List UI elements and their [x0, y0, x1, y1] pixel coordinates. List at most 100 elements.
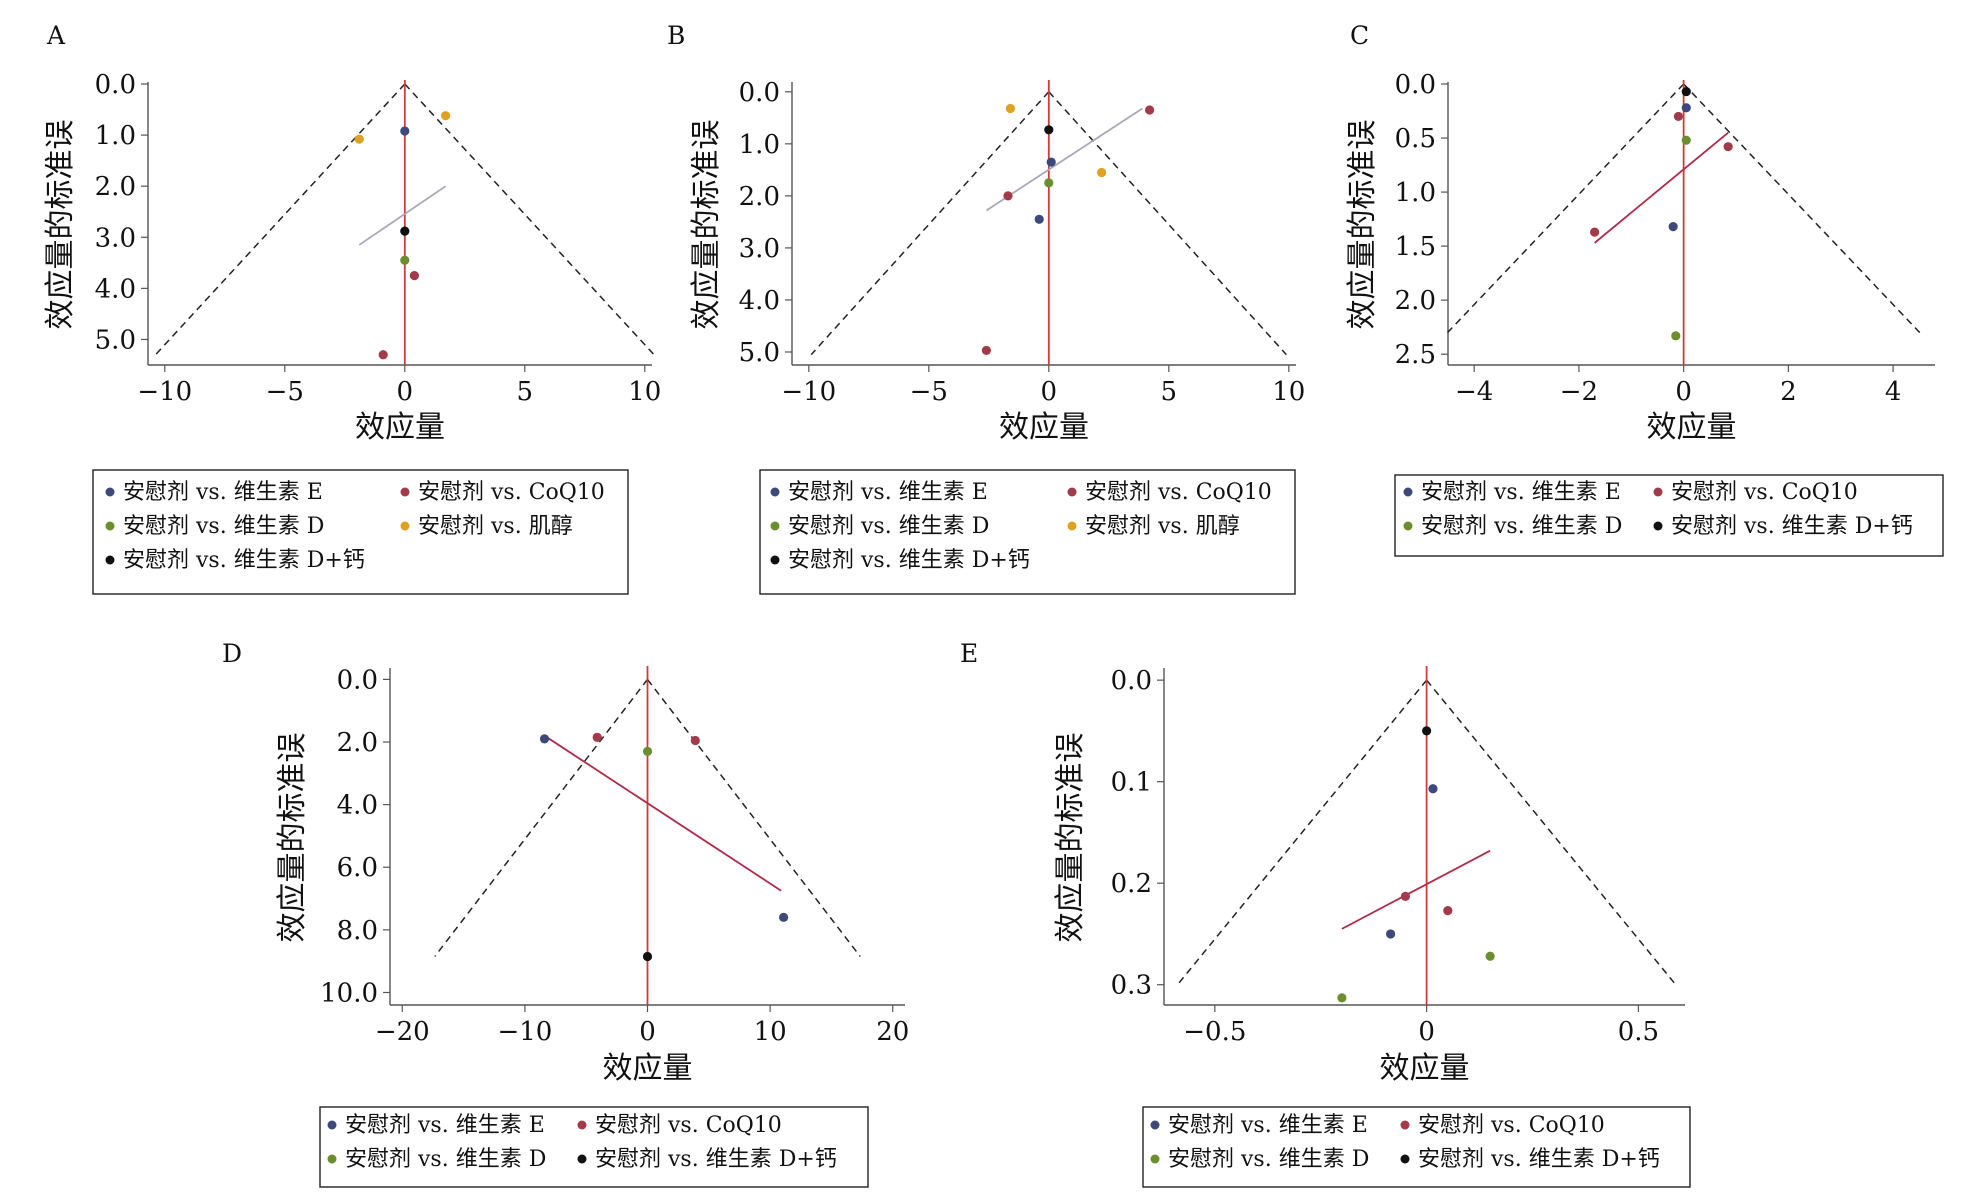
data-point-inositol: [1097, 167, 1107, 178]
legend-entry: 安慰剂 vs. CoQ10: [1418, 1113, 1605, 1138]
legend-entry: 安慰剂 vs. 维生素 D: [1421, 514, 1622, 539]
y-tick-label: 2.0: [1395, 286, 1436, 316]
funnel-left-boundary: [434, 678, 649, 957]
x-tick-label: 0: [1041, 377, 1058, 407]
x-axis-title: 效应量: [355, 410, 445, 445]
data-point-inositol: [1005, 103, 1016, 114]
data-point-vitamin-e: [1386, 929, 1396, 939]
x-tick-label: 10: [1272, 377, 1305, 407]
x-tick-label: 0: [1418, 1017, 1435, 1047]
y-tick-label: 8.0: [337, 916, 378, 946]
data-point-vitamin-e: [1668, 222, 1678, 232]
legend-entry: 安慰剂 vs. 维生素 D: [1168, 1147, 1369, 1172]
y-tick-label: 2.0: [337, 728, 378, 758]
panel-letter: C: [1350, 21, 1369, 50]
legend-entry: 安慰剂 vs. 维生素 D: [345, 1147, 546, 1172]
legend-marker: [770, 487, 780, 497]
x-tick-label: −4: [1455, 377, 1493, 407]
data-point-vitamin-e: [1046, 157, 1056, 167]
legend-marker: [327, 1120, 337, 1130]
data-point-vitamin-d-calcium: [1422, 726, 1432, 736]
legend-marker: [770, 555, 780, 565]
y-tick-label: 0.0: [95, 70, 136, 100]
x-tick-label: 20: [876, 1017, 909, 1047]
x-tick-label: −0.5: [1183, 1017, 1246, 1047]
y-tick-label: 3.0: [739, 234, 780, 264]
x-tick-label: −5: [910, 377, 948, 407]
x-tick-label: 0: [1675, 377, 1692, 407]
y-tick-label: 6.0: [337, 853, 378, 883]
data-point-coq10: [1723, 142, 1733, 152]
panel-letter: B: [667, 21, 685, 50]
x-axis-title: 效应量: [603, 1051, 693, 1086]
data-point-vitamin-e: [1428, 784, 1438, 794]
legend-marker: [770, 521, 780, 531]
funnel-right-boundary: [404, 83, 655, 356]
funnel-plot-panel-a: A 0.0 1.0 2.0 3.0 4.0 5.0−10 −5 0 5 10 效应量 效应量的标准误安慰…: [43, 21, 661, 595]
legend-marker: [400, 487, 410, 497]
y-tick-label: 10.0: [320, 978, 378, 1008]
legend-entry: 安慰剂 vs. 维生素 D+钙: [788, 548, 1030, 573]
panel-letter: A: [46, 21, 66, 50]
legend-marker: [1067, 521, 1077, 531]
y-tick-label: 2.5: [1395, 340, 1436, 370]
y-axis-title: 效应量的标准误: [1345, 120, 1380, 330]
data-point-vitamin-d: [1681, 135, 1691, 145]
x-tick-label: 0: [397, 377, 414, 407]
legend-marker: [327, 1154, 337, 1164]
data-point-vitamin-e: [779, 912, 789, 922]
x-tick-label: −20: [375, 1017, 430, 1047]
legend-entry: 安慰剂 vs. 维生素 D+钙: [1671, 514, 1913, 539]
data-point-coq10: [1003, 191, 1013, 201]
y-tick-label: 0.0: [337, 665, 378, 695]
panel-letter: D: [222, 639, 242, 668]
y-tick-label: 2.0: [95, 172, 136, 202]
funnel-right-boundary: [1048, 91, 1287, 356]
y-tick-label: 0.1: [1111, 768, 1152, 798]
data-point-vitamin-d-calcium: [642, 951, 653, 962]
regression-line: [1594, 131, 1729, 244]
y-tick-label: 1.0: [1395, 178, 1436, 208]
data-point-coq10: [592, 732, 602, 742]
panel-letter: E: [960, 639, 978, 668]
y-axis-title: 效应量的标准误: [275, 733, 310, 943]
x-tick-label: 5: [517, 377, 534, 407]
legend-entry: 安慰剂 vs. CoQ10: [1671, 480, 1858, 505]
legend-marker: [1403, 487, 1413, 497]
funnel-left-boundary: [810, 91, 1050, 356]
y-tick-label: 0.3: [1111, 971, 1152, 1001]
data-point-inositol: [441, 111, 451, 121]
legend-entry: 安慰剂 vs. 维生素 D+钙: [595, 1147, 837, 1172]
x-tick-label: −5: [266, 377, 304, 407]
data-point-vitamin-e: [400, 126, 410, 136]
x-axis-title: 效应量: [1380, 1051, 1470, 1086]
legend-marker: [105, 521, 115, 531]
funnel-right-boundary: [1426, 679, 1677, 986]
y-tick-label: 0.0: [739, 78, 780, 108]
legend-marker: [1653, 521, 1663, 531]
legend-box: [759, 469, 1296, 595]
legend-box: [1142, 1106, 1691, 1188]
y-tick-label: 5.0: [739, 338, 780, 368]
data-point-vitamin-e: [539, 734, 550, 744]
y-tick-label: 1.5: [1395, 232, 1436, 262]
data-point-vitamin-d: [642, 746, 653, 757]
legend-marker: [1150, 1120, 1160, 1130]
y-tick-label: 0.0: [1395, 70, 1436, 100]
legend-marker: [1653, 487, 1663, 497]
y-tick-label: 1.0: [95, 121, 136, 151]
data-point-vitamin-d: [1044, 178, 1054, 188]
regression-line: [1341, 849, 1491, 930]
funnel-plot-panel-b: B 0.0 1.0 2.0 3.0 4.0 5.0−10 −5 0 5 10 效应量 效应量的标准误安慰…: [667, 21, 1305, 595]
legend-marker: [1403, 521, 1413, 531]
y-tick-label: 0.5: [1395, 124, 1436, 154]
data-point-vitamin-d: [1337, 993, 1347, 1003]
y-axis-title: 效应量的标准误: [43, 120, 78, 330]
legend-entry: 安慰剂 vs. CoQ10: [1085, 480, 1272, 505]
funnel-right-boundary: [646, 678, 861, 957]
x-tick-label: 10: [628, 377, 661, 407]
legend-box: [92, 469, 629, 595]
x-tick-label: 5: [1161, 377, 1178, 407]
x-axis-title: 效应量: [1647, 410, 1737, 445]
